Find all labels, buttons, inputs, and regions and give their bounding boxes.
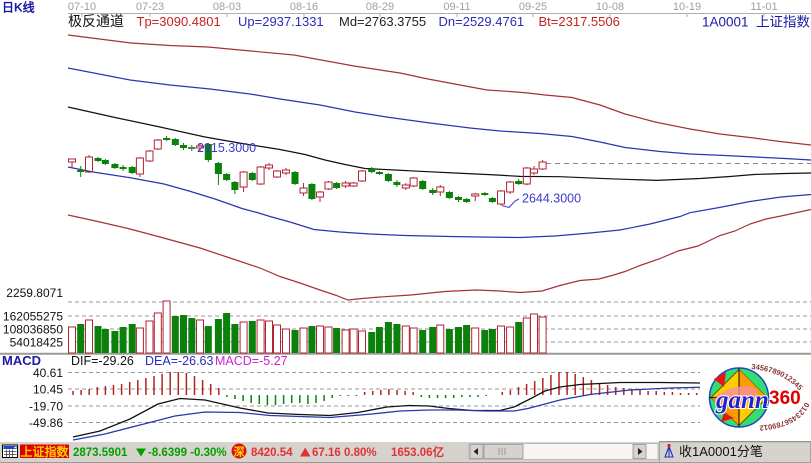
svg-text:8420.54: 8420.54 <box>251 447 293 459</box>
svg-text:DEA=-26.63: DEA=-26.63 <box>145 354 213 368</box>
svg-text:收1A0001分笔: 收1A0001分笔 <box>679 444 763 459</box>
svg-text:MACD: MACD <box>2 353 41 368</box>
svg-text:日K线: 日K线 <box>2 0 35 15</box>
svg-text:108036850: 108036850 <box>3 322 63 336</box>
svg-text:2873.5901: 2873.5901 <box>73 447 128 459</box>
svg-text:360: 360 <box>769 388 801 409</box>
svg-text:07-10: 07-10 <box>68 1 96 13</box>
svg-text:67.16 0.80%: 67.16 0.80% <box>312 447 377 459</box>
svg-text:54018425: 54018425 <box>10 335 64 349</box>
svg-text:09-11: 09-11 <box>443 1 470 13</box>
svg-text:深: 深 <box>234 445 245 459</box>
svg-text:2644.3000: 2644.3000 <box>522 192 581 206</box>
svg-text:DIF=-29.26: DIF=-29.26 <box>71 354 134 368</box>
svg-text:08-16: 08-16 <box>290 1 318 13</box>
svg-text:Tp=3090.4801: Tp=3090.4801 <box>137 14 221 29</box>
svg-text:Md=2763.3755: Md=2763.3755 <box>339 14 426 29</box>
svg-text:09-25: 09-25 <box>519 1 547 13</box>
svg-text:10.45: 10.45 <box>33 382 63 396</box>
svg-text:10-08: 10-08 <box>596 1 624 13</box>
svg-text:1A0001 上证指数: 1A0001 上证指数 <box>702 15 811 30</box>
svg-text:2915.3000: 2915.3000 <box>197 141 256 155</box>
svg-text:07-23: 07-23 <box>136 1 164 13</box>
svg-text:40.61: 40.61 <box>33 366 63 380</box>
svg-text:Up=2937.1331: Up=2937.1331 <box>238 14 324 29</box>
svg-text:上证指数: 上证指数 <box>20 444 69 459</box>
svg-text:162055275: 162055275 <box>3 309 63 323</box>
svg-text:Dn=2529.4761: Dn=2529.4761 <box>439 14 525 29</box>
svg-text:10-19: 10-19 <box>673 1 701 13</box>
svg-text:1653.06亿: 1653.06亿 <box>391 445 445 459</box>
svg-text:2259.8071: 2259.8071 <box>6 286 63 300</box>
svg-text:Bt=2317.5506: Bt=2317.5506 <box>539 14 620 29</box>
svg-text:08-03: 08-03 <box>213 1 241 13</box>
svg-text:-8.6399 -0.30%: -8.6399 -0.30% <box>148 447 227 459</box>
svg-text:gann: gann <box>715 387 769 414</box>
svg-text:11-01: 11-01 <box>750 1 777 13</box>
svg-text:MACD=-5.27: MACD=-5.27 <box>215 354 288 368</box>
svg-text:08-29: 08-29 <box>366 1 394 13</box>
svg-text:-19.70: -19.70 <box>29 399 63 413</box>
svg-text:极反通道: 极反通道 <box>68 13 124 29</box>
svg-text:-49.86: -49.86 <box>29 416 63 430</box>
